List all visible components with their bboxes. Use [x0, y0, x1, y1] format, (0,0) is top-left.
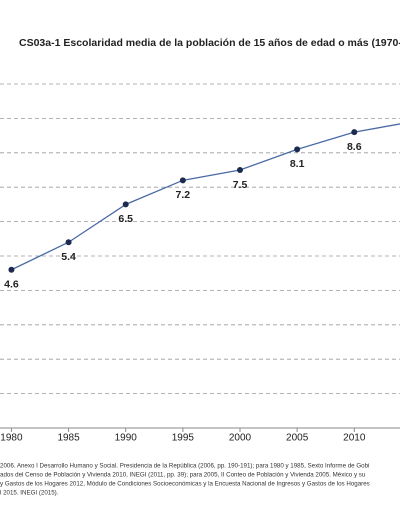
chart-title: CS03a-1 Escolaridad media de la població…: [19, 37, 400, 49]
data-point: [65, 239, 72, 246]
data-point: [8, 266, 15, 273]
data-point: [294, 146, 301, 153]
x-tick-label: 2000: [229, 433, 252, 444]
value-label: 8.6: [347, 141, 362, 153]
footnote: ados del Censo de Población y Vivienda 2…: [0, 472, 366, 479]
value-label: 5.4: [61, 251, 76, 263]
footnote: l 2015. INEGI (2015).: [0, 490, 59, 497]
data-point: [351, 129, 358, 136]
value-label: 7.2: [176, 189, 191, 201]
data-point: [122, 201, 129, 208]
x-tick-label: 2010: [343, 433, 366, 444]
footnote: y Gastos de los Hogares 2012, Módulo de …: [0, 481, 370, 488]
x-tick-label: 1985: [57, 433, 80, 444]
x-tick-label: 1990: [115, 433, 138, 444]
data-point: [237, 167, 243, 173]
value-label: 7.5: [233, 179, 248, 191]
value-label: 8.1: [290, 158, 305, 170]
footnote: 2006. Anexo I Desarrollo Humano y Social…: [0, 463, 369, 470]
series-line: [11, 123, 400, 271]
x-tick-label: 2005: [286, 433, 309, 444]
x-tick-label: 1995: [172, 433, 195, 444]
x-tick-label: 1980: [0, 433, 23, 444]
value-label: 4.6: [4, 279, 19, 291]
value-label: 6.5: [118, 213, 133, 225]
data-point: [179, 177, 186, 184]
